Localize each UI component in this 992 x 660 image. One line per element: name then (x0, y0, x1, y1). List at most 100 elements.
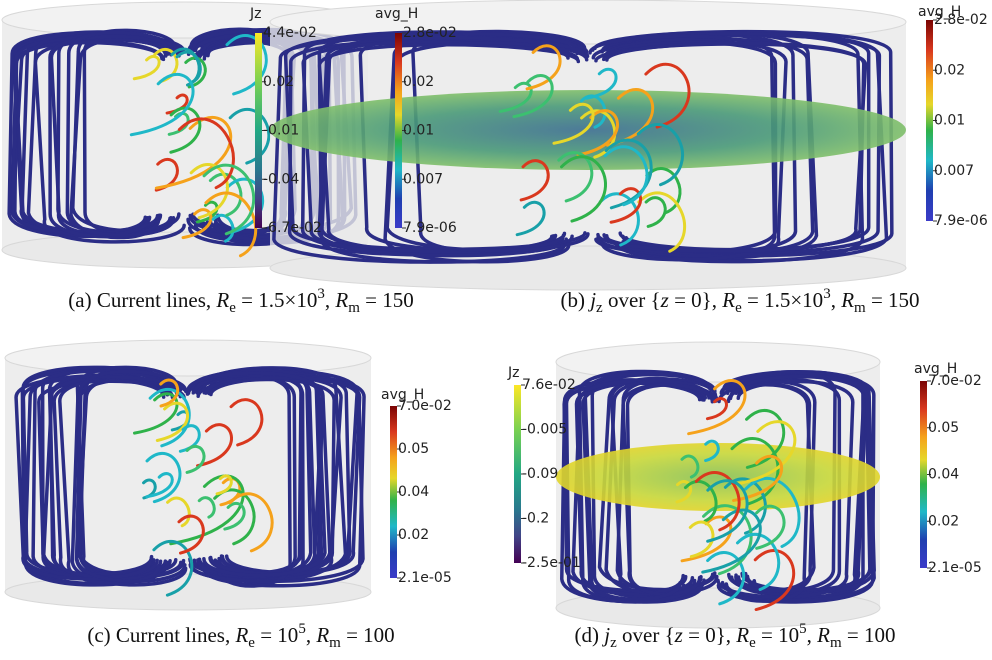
streamline (185, 444, 206, 474)
caption-part: = 150 (360, 288, 414, 312)
streamline (204, 374, 362, 576)
colorbar: avg_H7.0e-02 0.05 0.04 0.02 2.1e-05 (381, 387, 452, 586)
caption-part: m (348, 300, 360, 316)
streamline (196, 423, 233, 468)
streamline (560, 155, 608, 223)
colorbar-title: avg_H (381, 387, 424, 403)
cylinder-scene (555, 341, 881, 629)
caption-part: z (660, 288, 669, 312)
caption-part: e (735, 300, 742, 316)
caption-part: (d) (575, 623, 605, 647)
streamline (166, 496, 191, 528)
streamline (583, 371, 713, 602)
colorbar-label: -0.005 (522, 422, 567, 438)
streamline (727, 370, 837, 593)
caption-part: R (234, 623, 248, 647)
streamline (512, 74, 554, 119)
colorbar-label: 0.01 (934, 113, 965, 129)
caption-part: = 0}, (683, 623, 736, 647)
colorbar: avg_H7.0e-02 0.05 0.04 0.02 2.1e-05 (914, 361, 982, 576)
streamline (730, 437, 780, 506)
streamline (605, 88, 655, 147)
streamline (644, 62, 691, 129)
caption-part: e (749, 635, 756, 651)
colorbar-label: 0.04 (928, 467, 959, 483)
streamline (14, 374, 190, 581)
caption: (d) jz over {z = 0}, Re = 105, Rm = 100 (575, 621, 896, 651)
streamline (687, 379, 747, 436)
colorbar-label: 0.007 (934, 163, 974, 179)
caption-part: over { (617, 623, 675, 647)
caption-part: z (610, 635, 617, 651)
caption-part: 5 (298, 621, 306, 637)
colorbar-label: 0.02 (263, 74, 294, 90)
streamline (604, 379, 711, 594)
streamline (744, 477, 801, 548)
caption-part: = 1.5×10 (236, 288, 317, 312)
streamline (694, 471, 741, 532)
colorbar-title: avg_H (914, 361, 957, 377)
colorbar-label: 0.05 (398, 441, 429, 457)
streamline (645, 167, 682, 215)
colorbar-gradient (390, 406, 397, 578)
colorbar-label: 4.4e-02 (263, 25, 317, 41)
streamline (211, 213, 235, 243)
streamline (186, 371, 327, 578)
caption-part: = 100 (842, 623, 896, 647)
colorbar-label: 0.02 (934, 62, 965, 78)
colorbar-label: -0.2 (522, 511, 549, 527)
caption-part: m (830, 635, 842, 651)
colorbar-label: 2.1e-05 (928, 560, 982, 576)
scenes (1, 0, 907, 629)
streamline (228, 492, 274, 553)
streamline (225, 34, 268, 96)
streamline (598, 192, 640, 247)
colorbar-label: 0.02 (398, 527, 429, 543)
caption-part: 3 (317, 286, 325, 302)
streamline (159, 378, 180, 408)
streamline (155, 401, 189, 442)
streamline (585, 67, 618, 100)
colorbar-gradient (255, 33, 262, 228)
colorbar-label: -0.04 (263, 171, 299, 187)
caption-part: (c) Current lines, (87, 623, 235, 647)
colorbar-label: 0.01 (403, 123, 434, 139)
caption-part: m (854, 300, 866, 316)
streamline (145, 472, 174, 499)
streamline (129, 72, 195, 137)
streamline (688, 520, 715, 559)
slice-plane (270, 90, 906, 170)
streamline (208, 172, 243, 217)
caption-part: 3 (823, 286, 831, 302)
caption-part: R (334, 288, 348, 312)
colorbar-label: 7.0e-02 (398, 398, 452, 414)
streamline (498, 81, 533, 113)
colorbar-label: 7.6e-02 (522, 377, 576, 393)
streamline (603, 145, 649, 207)
caption-part: , (306, 623, 317, 647)
streamline (184, 56, 207, 89)
streamline (683, 479, 718, 523)
caption-part: e (229, 300, 236, 316)
caption-part: m (329, 635, 341, 651)
caption-part: z (596, 300, 603, 316)
colorbar-label: 0.02 (403, 74, 434, 90)
caption-part: R (215, 288, 229, 312)
streamline (177, 117, 235, 190)
cylinder-scene (269, 0, 907, 291)
caption-part: R (816, 623, 830, 647)
caption-part: R (315, 623, 329, 647)
colorbar-title: avg_H (918, 4, 961, 20)
colorbar: Jz7.6e-02 -0.005 -0.09 -0.2 -2.5e-01 (507, 365, 581, 571)
colorbar-label: 2.8e-02 (934, 12, 988, 28)
streamline (735, 533, 781, 591)
streamline (204, 191, 258, 258)
colorbar-label: -0.01 (263, 123, 299, 139)
caption-part: = 10 (756, 623, 799, 647)
colorbar: Jz4.4e-02 0.02 -0.01 -0.04 -6.7e-02 (249, 6, 322, 236)
colorbar-label: 7.9e-06 (934, 213, 988, 229)
colorbar-label: -0.09 (522, 466, 558, 482)
streamline (644, 196, 667, 228)
caption-part: = 1.5×10 (742, 288, 823, 312)
streamline (706, 479, 749, 543)
